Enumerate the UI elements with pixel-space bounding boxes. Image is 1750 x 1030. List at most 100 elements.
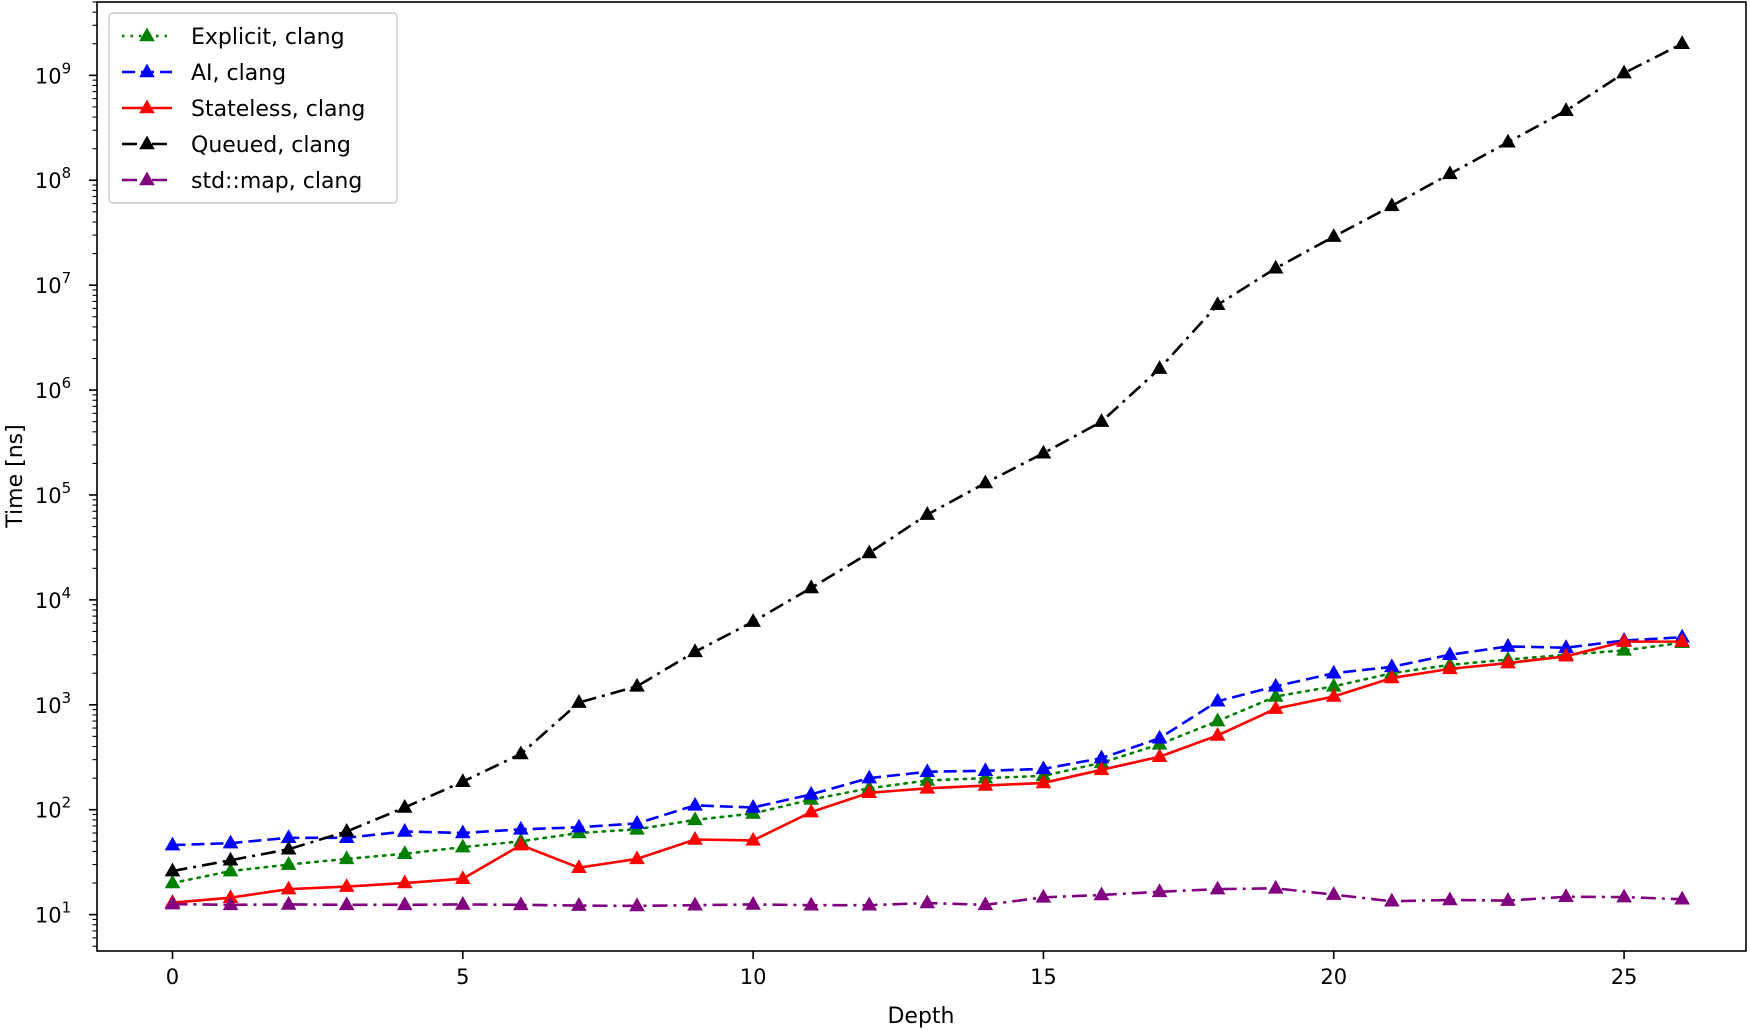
y-tick-label: 107 (35, 269, 71, 298)
data-point (1267, 259, 1284, 274)
data-point (803, 803, 819, 818)
legend-label: AI, clang (191, 61, 286, 86)
legend-item: Explicit, clang (122, 25, 345, 50)
data-point (338, 822, 355, 837)
data-point (919, 771, 936, 786)
data-point (1267, 700, 1284, 714)
data-point (1674, 633, 1690, 647)
data-point (571, 694, 587, 708)
data-point (164, 874, 181, 889)
data-point (454, 838, 471, 853)
data-point (396, 896, 413, 911)
data-point (1558, 888, 1574, 903)
data-point (1383, 669, 1400, 684)
data-point (280, 880, 297, 895)
data-point (1442, 891, 1458, 906)
legend-marker (139, 27, 155, 42)
legend-box (108, 12, 398, 204)
legend-label: Explicit, clang (191, 25, 345, 50)
data-point (1500, 654, 1516, 669)
data-point (861, 769, 878, 784)
series-layer (164, 35, 1690, 912)
data-point (1093, 886, 1110, 901)
x-tick-label: 10 (740, 965, 767, 989)
data-point (1558, 639, 1574, 653)
data-point (396, 845, 413, 860)
data-point (1325, 228, 1342, 242)
data-point (164, 836, 181, 851)
data-point (1035, 444, 1052, 459)
data-point (280, 829, 297, 844)
data-point (919, 779, 936, 794)
data-point (977, 777, 994, 791)
data-point (338, 878, 355, 892)
legend-label: Stateless, clang (191, 97, 365, 122)
data-point (513, 836, 529, 851)
legend-marker (139, 171, 155, 186)
data-point (977, 769, 994, 784)
data-point (977, 896, 994, 911)
data-point (222, 851, 239, 866)
y-axis-label: Time [ns] (3, 424, 28, 528)
data-point (571, 897, 587, 911)
y-tick-label: 105 (35, 479, 71, 508)
data-point (338, 850, 355, 865)
x-axis: 0 5 10 15 20 25 (166, 951, 1638, 989)
data-point (164, 895, 181, 910)
data-point (919, 506, 936, 520)
data-point (396, 874, 413, 889)
data-point (1151, 729, 1168, 744)
y-tick-label: 104 (35, 584, 71, 613)
data-point (1442, 660, 1458, 675)
data-point (1383, 658, 1400, 673)
data-point (803, 785, 819, 800)
data-point (1209, 880, 1226, 895)
data-point (1151, 883, 1168, 898)
data-point (745, 798, 761, 813)
data-point (571, 859, 587, 873)
data-point (1442, 646, 1458, 661)
data-point (396, 822, 413, 837)
data-point (745, 831, 761, 846)
data-point (629, 677, 645, 692)
data-point (977, 474, 994, 489)
data-point (1151, 360, 1168, 374)
y-tick-label: 102 (35, 794, 71, 823)
data-point (687, 831, 703, 845)
data-point (1500, 892, 1516, 906)
x-tick-label: 25 (1611, 965, 1638, 989)
y-tick-label: 108 (35, 164, 71, 193)
data-point (454, 870, 471, 884)
data-point (687, 796, 703, 811)
data-point (1674, 890, 1690, 905)
data-point (803, 896, 819, 911)
legend-marker (139, 99, 155, 114)
data-point (1383, 197, 1400, 212)
data-point (919, 763, 936, 778)
data-point (861, 896, 878, 911)
data-point (571, 818, 587, 833)
x-tick-label: 15 (1030, 965, 1057, 989)
legend-label: Queued, clang (191, 133, 351, 158)
x-tick-label: 5 (456, 965, 469, 989)
data-point (1093, 749, 1110, 764)
legend-marker (139, 135, 155, 150)
data-point (629, 814, 645, 829)
data-point (861, 544, 878, 559)
data-point (803, 579, 819, 594)
data-point (280, 895, 297, 910)
series-5 (164, 879, 1690, 912)
x-axis-label: Depth (887, 1004, 954, 1029)
data-point (222, 889, 239, 903)
data-point (977, 762, 994, 777)
data-point (1035, 760, 1052, 775)
data-point (454, 895, 471, 910)
data-point (1383, 892, 1400, 907)
data-point (1558, 647, 1574, 662)
data-point (1616, 633, 1632, 647)
data-point (629, 897, 645, 912)
data-point (687, 811, 703, 826)
data-point (513, 745, 529, 760)
y-tick-label: 109 (35, 59, 71, 88)
